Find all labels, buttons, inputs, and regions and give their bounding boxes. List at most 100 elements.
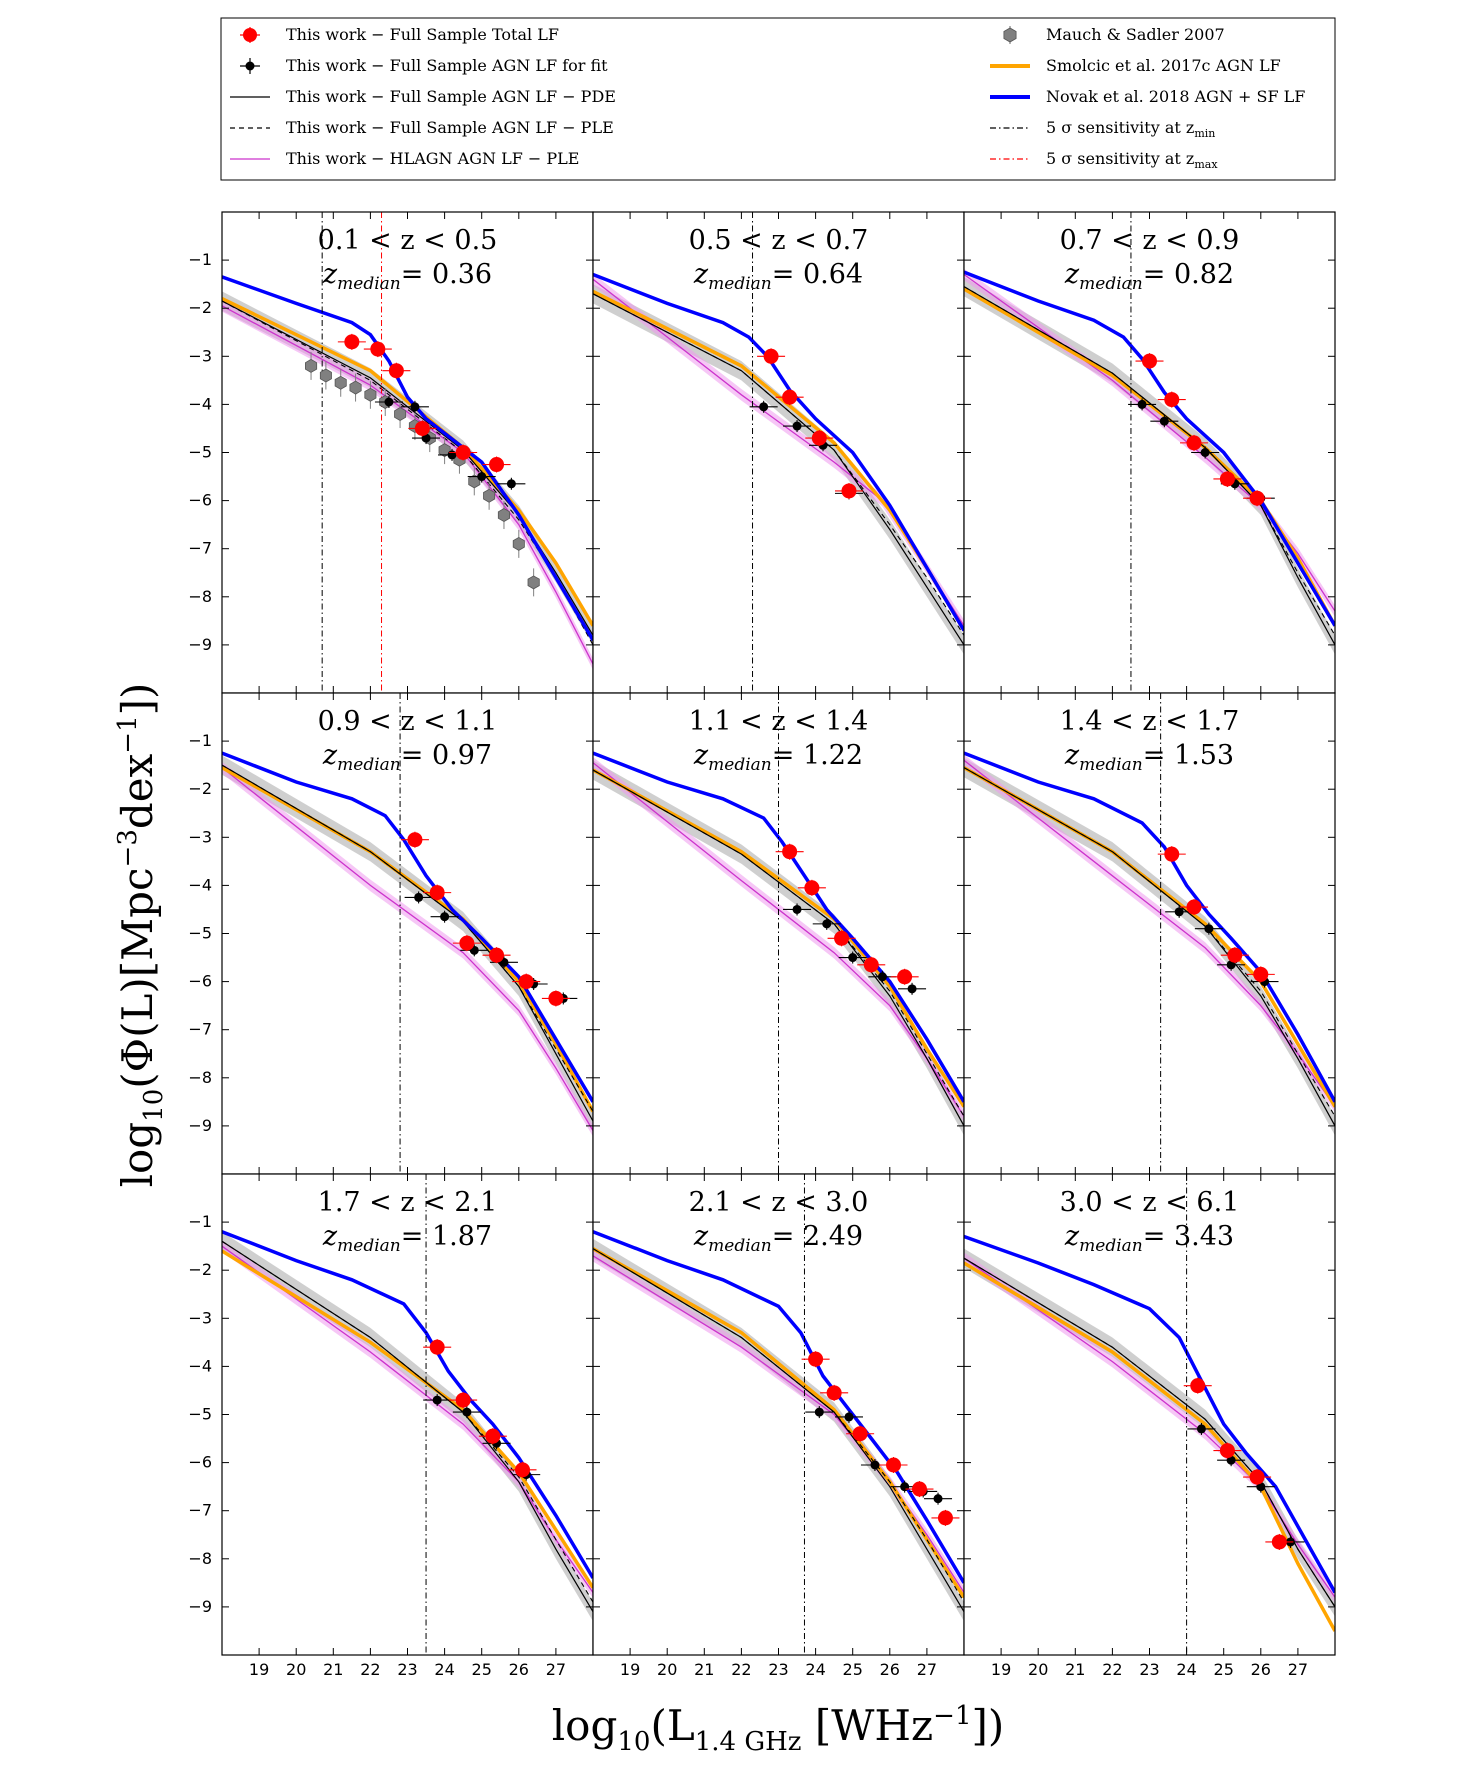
agn-lf-point bbox=[848, 953, 858, 963]
x-tick-label: 22 bbox=[731, 1660, 751, 1679]
panel-redshift-range: 1.1 < z < 1.4 bbox=[689, 706, 869, 737]
total-lf-point bbox=[548, 990, 564, 1006]
agn-lf-point bbox=[759, 402, 769, 412]
legend-label-subscript: max bbox=[1194, 158, 1218, 171]
median-subscript: median bbox=[1079, 1236, 1143, 1256]
panel-median-redshift: zmedian= 1.22 bbox=[693, 740, 863, 775]
agn-lf-point bbox=[1159, 416, 1169, 426]
legend-marker bbox=[243, 28, 257, 42]
total-lf-point bbox=[1186, 899, 1202, 915]
agn-lf-point bbox=[1137, 399, 1147, 409]
novak-line bbox=[222, 751, 593, 1103]
x-tick-label: 26 bbox=[509, 1660, 529, 1679]
panel-redshift-range: 2.1 < z < 3.0 bbox=[689, 1187, 869, 1218]
x-tick-label: 26 bbox=[1251, 1660, 1271, 1679]
hlagn-ple-line bbox=[222, 767, 593, 1132]
legend-label: This work − Full Sample Total LF bbox=[286, 25, 559, 44]
median-subscript: median bbox=[1079, 755, 1143, 775]
panel-plot-area bbox=[222, 212, 593, 693]
legend-label: This work − Full Sample AGN LF − PLE bbox=[286, 118, 614, 137]
x-tick-label: 24 bbox=[434, 1660, 454, 1679]
total-lf-point bbox=[834, 930, 850, 946]
total-lf-point bbox=[811, 430, 827, 446]
total-lf-point bbox=[515, 1462, 531, 1478]
median-symbol: z bbox=[693, 259, 709, 290]
mauch-sadler-point bbox=[319, 368, 332, 383]
legend-label: 5 σ sensitivity at zmin bbox=[1046, 118, 1215, 140]
total-lf-point bbox=[459, 935, 475, 951]
panels-grid: −1−2−3−4−5−6−7−8−90.1 < z < 0.5zmedian= … bbox=[188, 211, 1336, 1679]
legend-label: Smolcic et al. 2017c AGN LF bbox=[1046, 56, 1281, 75]
x-tick-label: 25 bbox=[472, 1660, 492, 1679]
legend-marker bbox=[1003, 27, 1017, 43]
total-lf-point bbox=[1190, 1378, 1206, 1394]
mauch-sadler-point bbox=[483, 488, 496, 503]
novak-line bbox=[964, 270, 1335, 627]
legend-entry: 5 σ sensitivity at zmin bbox=[990, 118, 1215, 140]
panel-background bbox=[593, 212, 964, 693]
mauch-sadler-point bbox=[527, 575, 540, 590]
agn-lf-point bbox=[877, 972, 887, 982]
panel-plot-area bbox=[593, 1174, 964, 1655]
y-tick-label: −5 bbox=[188, 1405, 212, 1424]
panel-background bbox=[222, 693, 593, 1174]
x-tick-label: 24 bbox=[805, 1660, 825, 1679]
median-value: = 2.49 bbox=[772, 1221, 863, 1252]
x-tick-label: 26 bbox=[880, 1660, 900, 1679]
y-tick-label: −4 bbox=[188, 394, 212, 413]
novak-line bbox=[593, 751, 964, 1103]
legend-entry: This work − Full Sample AGN LF − PLE bbox=[230, 118, 614, 137]
y-tick-label: −2 bbox=[188, 779, 212, 798]
total-lf-point bbox=[911, 1481, 927, 1497]
median-value: = 1.87 bbox=[401, 1221, 492, 1252]
agn-lf-point bbox=[1256, 1482, 1266, 1492]
y-tick-label: −3 bbox=[188, 827, 212, 846]
y-tick-label: −2 bbox=[188, 298, 212, 317]
total-lf-point bbox=[897, 969, 913, 985]
agn-lf-point bbox=[440, 912, 450, 922]
panel-plot-area bbox=[593, 212, 964, 693]
agn-lf-point bbox=[1204, 924, 1214, 934]
pde-uncertainty-band bbox=[593, 284, 964, 655]
panel-plot-area bbox=[964, 1174, 1335, 1655]
total-lf-point bbox=[1219, 471, 1235, 487]
total-lf-point bbox=[414, 420, 430, 436]
agn-lf-point bbox=[933, 1494, 943, 1504]
panel-background bbox=[964, 212, 1335, 693]
total-lf-point bbox=[429, 1339, 445, 1355]
agn-lf-point bbox=[844, 1412, 854, 1422]
y-tick-label: −4 bbox=[188, 1356, 212, 1375]
panel-median-redshift: zmedian= 0.64 bbox=[693, 259, 863, 294]
total-lf-point bbox=[782, 844, 798, 860]
total-lf-point bbox=[1227, 947, 1243, 963]
agn-lf-point bbox=[477, 472, 487, 482]
total-lf-point bbox=[455, 1392, 471, 1408]
total-lf-point bbox=[852, 1426, 868, 1442]
legend-entry: This work − Full Sample AGN LF − PDE bbox=[230, 87, 616, 106]
panel: −1 −2 −3 −4 −5 −6 −7 −8 −9 19 20 21 22 23 24 25 26 27 1.7 … bbox=[188, 1173, 594, 1679]
y-tick-label: −7 bbox=[188, 539, 212, 558]
hlagn-ple-line bbox=[222, 1245, 593, 1593]
mauch-sadler-point bbox=[438, 443, 451, 458]
agn-lf-point bbox=[814, 1407, 824, 1417]
y-tick-label: −1 bbox=[188, 731, 212, 750]
agn-lf-point bbox=[432, 1395, 442, 1405]
agn-lf-point bbox=[900, 1482, 910, 1492]
y-tick-label: −1 bbox=[188, 250, 212, 269]
y-tick-label: −2 bbox=[188, 1260, 212, 1279]
y-tick-label: −3 bbox=[188, 1308, 212, 1327]
median-subscript: median bbox=[337, 274, 401, 294]
panel: 19 20 21 22 23 24 25 26 27 2.1 < z < 3.0zmedian= … bbox=[592, 1173, 965, 1679]
legend-label: This work − Full Sample AGN LF for fit bbox=[286, 56, 608, 75]
median-subscript: median bbox=[708, 1236, 772, 1256]
legend-label: Mauch & Sadler 2007 bbox=[1046, 25, 1225, 44]
total-lf-point bbox=[518, 974, 534, 990]
x-tick-label: 27 bbox=[917, 1660, 937, 1679]
median-symbol: z bbox=[693, 740, 709, 771]
total-lf-point bbox=[489, 947, 505, 963]
median-symbol: z bbox=[1064, 259, 1080, 290]
agn-lf-point bbox=[462, 1407, 472, 1417]
mauch-sadler-point bbox=[349, 380, 362, 395]
agn-lf-point bbox=[1200, 448, 1210, 457]
